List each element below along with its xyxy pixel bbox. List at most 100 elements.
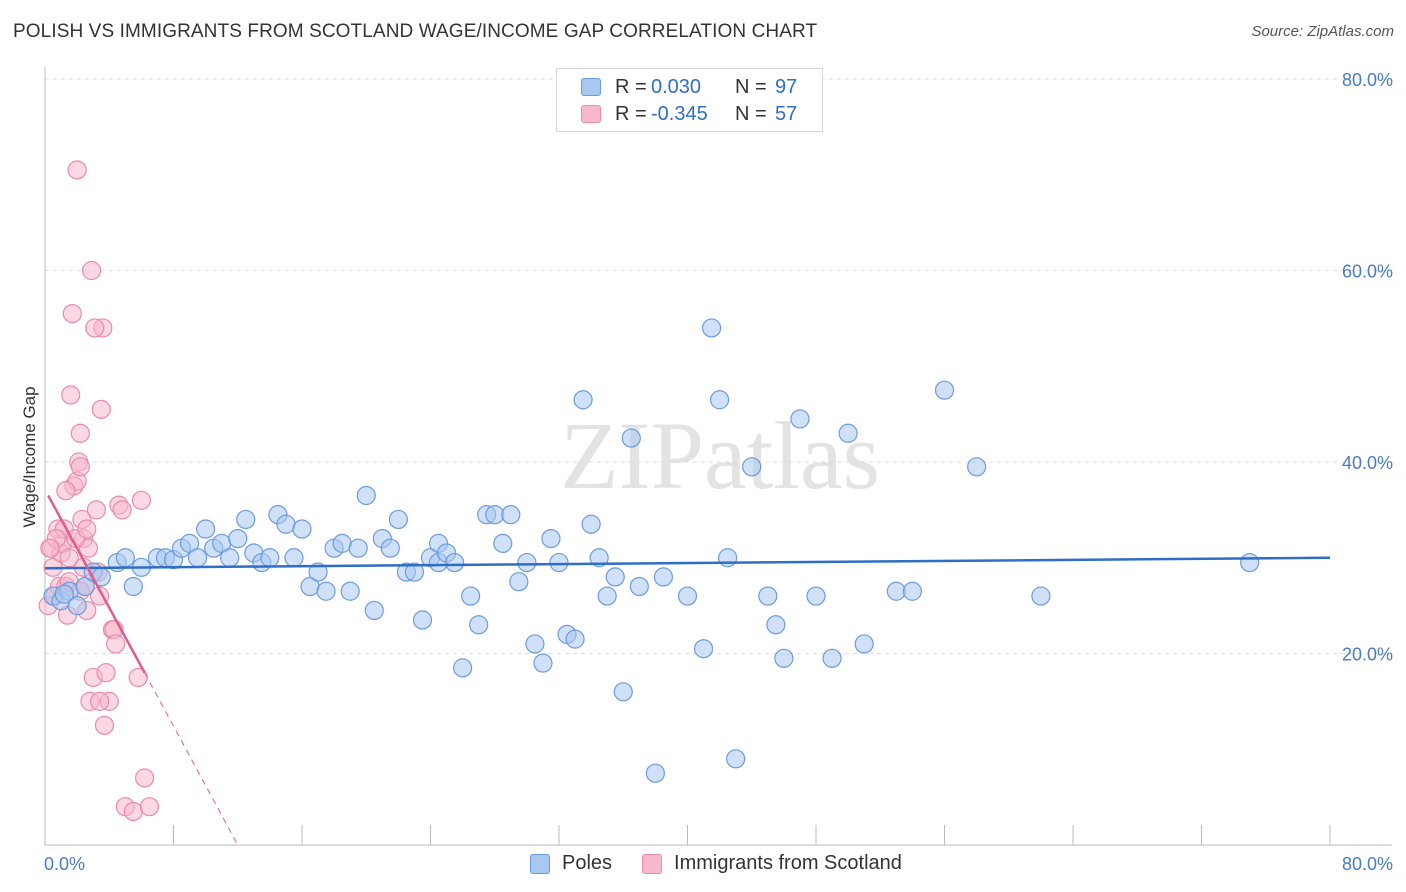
point-poles bbox=[806, 586, 826, 606]
legend-n-label: N = bbox=[735, 75, 767, 98]
point-poles bbox=[220, 548, 240, 568]
point-poles bbox=[412, 610, 433, 630]
point-poles bbox=[260, 548, 280, 568]
point-poles bbox=[469, 615, 489, 635]
point-poles bbox=[388, 509, 408, 530]
point-poles bbox=[774, 648, 794, 668]
legend-r-label: R = bbox=[615, 75, 647, 98]
point-poles bbox=[967, 457, 987, 477]
point-poles bbox=[1031, 586, 1051, 606]
point-poles bbox=[645, 763, 665, 783]
point-scotland bbox=[86, 500, 107, 520]
point-poles bbox=[364, 600, 384, 621]
legend-swatch-poles bbox=[530, 853, 550, 874]
point-poles bbox=[67, 596, 87, 616]
point-scotland bbox=[123, 801, 143, 822]
point-poles bbox=[517, 552, 537, 573]
point-poles bbox=[573, 390, 593, 410]
legend-n-label: N = bbox=[735, 102, 767, 125]
y-tick-label: 40.0% bbox=[1342, 453, 1393, 473]
legend-n-value: 97 bbox=[775, 75, 798, 98]
point-poles bbox=[348, 538, 368, 558]
point-scotland bbox=[94, 715, 115, 735]
point-poles bbox=[758, 586, 778, 606]
point-poles bbox=[525, 634, 545, 654]
legend-n-value: 57 bbox=[775, 102, 798, 125]
point-poles bbox=[284, 548, 304, 568]
point-poles bbox=[316, 581, 336, 601]
trend-extension-scotland bbox=[144, 672, 239, 846]
point-scotland bbox=[90, 691, 110, 711]
point-poles bbox=[501, 505, 521, 525]
point-scotland bbox=[106, 634, 126, 654]
legend-item-scotland[interactable]: Immigrants from Scotland bbox=[642, 852, 902, 875]
point-poles bbox=[332, 533, 352, 553]
legend-label-poles: Poles bbox=[562, 852, 613, 874]
point-poles bbox=[123, 576, 143, 597]
point-poles bbox=[605, 567, 625, 587]
point-poles bbox=[597, 586, 617, 606]
point-scotland bbox=[40, 538, 60, 558]
legend-r-value: -0.345 bbox=[651, 102, 708, 125]
point-scotland bbox=[112, 500, 132, 520]
y-tick-label: 80.0% bbox=[1342, 70, 1393, 90]
point-poles bbox=[75, 576, 95, 597]
point-scotland bbox=[91, 399, 111, 419]
point-poles bbox=[187, 548, 208, 568]
point-poles bbox=[380, 538, 400, 558]
legend-r-label: R = bbox=[615, 102, 647, 125]
point-scotland bbox=[78, 538, 98, 558]
point-scotland bbox=[61, 385, 81, 405]
legend-swatch-scotland bbox=[581, 105, 601, 123]
point-scotland bbox=[56, 481, 76, 501]
point-poles bbox=[629, 576, 649, 597]
trend-lines bbox=[44, 494, 1331, 846]
point-poles bbox=[236, 509, 256, 530]
point-poles bbox=[742, 457, 762, 477]
point-scotland bbox=[139, 797, 160, 817]
axes bbox=[44, 67, 1392, 846]
point-poles bbox=[581, 514, 601, 534]
point-scotland bbox=[96, 663, 116, 683]
point-poles bbox=[934, 380, 955, 400]
legend-row-scotland: R = -0.345 N = 57 bbox=[581, 102, 797, 126]
trend-line-poles bbox=[44, 556, 1331, 570]
point-poles bbox=[461, 586, 481, 606]
point-scotland bbox=[67, 160, 87, 180]
point-poles bbox=[485, 505, 505, 525]
point-scotland bbox=[59, 548, 79, 568]
watermark: ZIPatlas bbox=[560, 402, 880, 509]
point-poles bbox=[1240, 552, 1260, 573]
point-poles bbox=[766, 615, 786, 635]
point-poles bbox=[509, 572, 529, 592]
point-poles bbox=[886, 581, 906, 601]
point-scotland bbox=[85, 318, 105, 338]
point-poles bbox=[228, 528, 248, 549]
point-poles bbox=[493, 533, 513, 553]
point-scotland bbox=[81, 260, 102, 281]
point-poles bbox=[701, 318, 722, 338]
point-poles bbox=[621, 428, 641, 448]
point-poles bbox=[822, 648, 842, 668]
legend-item-poles[interactable]: Poles bbox=[530, 852, 612, 875]
point-scotland bbox=[134, 768, 155, 788]
trend-line-scotland bbox=[47, 494, 146, 674]
y-tick-label: 20.0% bbox=[1342, 645, 1393, 665]
point-scotland bbox=[131, 490, 151, 510]
legend-swatch-poles bbox=[581, 78, 601, 96]
point-poles bbox=[854, 634, 874, 654]
point-poles bbox=[444, 552, 465, 573]
y-tick-label: 60.0% bbox=[1342, 262, 1393, 282]
point-poles bbox=[838, 423, 858, 443]
x-tick-label: 0.0% bbox=[44, 854, 85, 874]
point-poles bbox=[541, 528, 561, 549]
point-poles bbox=[356, 485, 376, 506]
point-poles bbox=[549, 552, 569, 573]
chart-title: POLISH VS IMMIGRANTS FROM SCOTLAND WAGE/… bbox=[13, 21, 818, 42]
legend-r-value: 0.030 bbox=[651, 75, 702, 98]
point-scotland bbox=[62, 303, 82, 324]
legend-label-scotland: Immigrants from Scotland bbox=[674, 852, 902, 874]
data-points bbox=[38, 160, 1260, 822]
point-poles bbox=[196, 519, 216, 539]
series-legend: Poles Immigrants from Scotland bbox=[530, 852, 932, 875]
